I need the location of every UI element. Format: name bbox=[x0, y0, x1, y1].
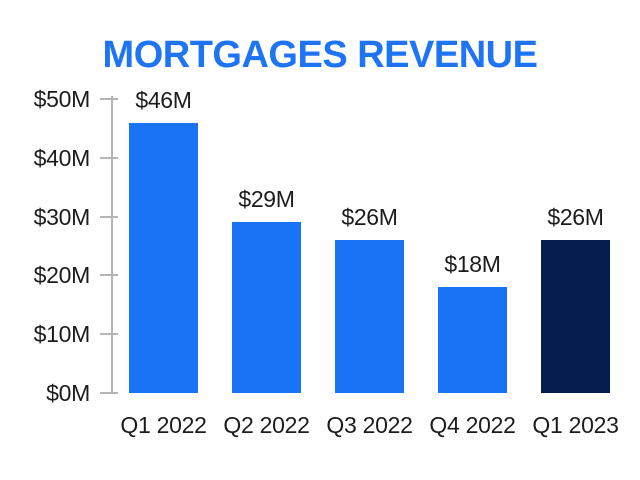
bar bbox=[129, 122, 198, 393]
y-tick-mark bbox=[100, 274, 118, 277]
y-tick-label: $40M bbox=[33, 144, 91, 171]
bar bbox=[541, 240, 610, 393]
y-tick-mark bbox=[100, 98, 118, 100]
x-tick-label: Q4 2022 bbox=[429, 412, 516, 438]
y-tick-label: $20M bbox=[33, 262, 91, 289]
bar-value-label: $26M bbox=[547, 204, 604, 231]
bar bbox=[438, 287, 507, 393]
bar-value-label: $29M bbox=[238, 186, 295, 213]
x-tick-label: Q2 2022 bbox=[223, 412, 310, 438]
y-tick-label: $0M bbox=[46, 380, 90, 406]
y-tick-mark bbox=[100, 156, 118, 159]
y-tick-label: $30M bbox=[33, 203, 91, 230]
bar bbox=[335, 240, 404, 393]
bar bbox=[232, 222, 301, 393]
y-axis-line bbox=[111, 96, 113, 393]
y-tick-mark bbox=[100, 215, 118, 218]
bar-value-label: $46M bbox=[135, 86, 192, 113]
y-tick-mark bbox=[100, 392, 118, 394]
x-tick-label: Q3 2022 bbox=[326, 412, 413, 438]
y-tick-label: $10M bbox=[33, 321, 91, 348]
x-tick-label: Q1 2022 bbox=[120, 412, 207, 438]
bar-value-label: $18M bbox=[444, 251, 501, 278]
y-tick-mark bbox=[100, 333, 118, 336]
chart-title: MORTGAGES REVENUE bbox=[102, 34, 538, 76]
y-tick-label: $50M bbox=[33, 86, 91, 112]
x-tick-label: Q1 2023 bbox=[532, 412, 619, 438]
bar-value-label: $26M bbox=[341, 204, 398, 231]
